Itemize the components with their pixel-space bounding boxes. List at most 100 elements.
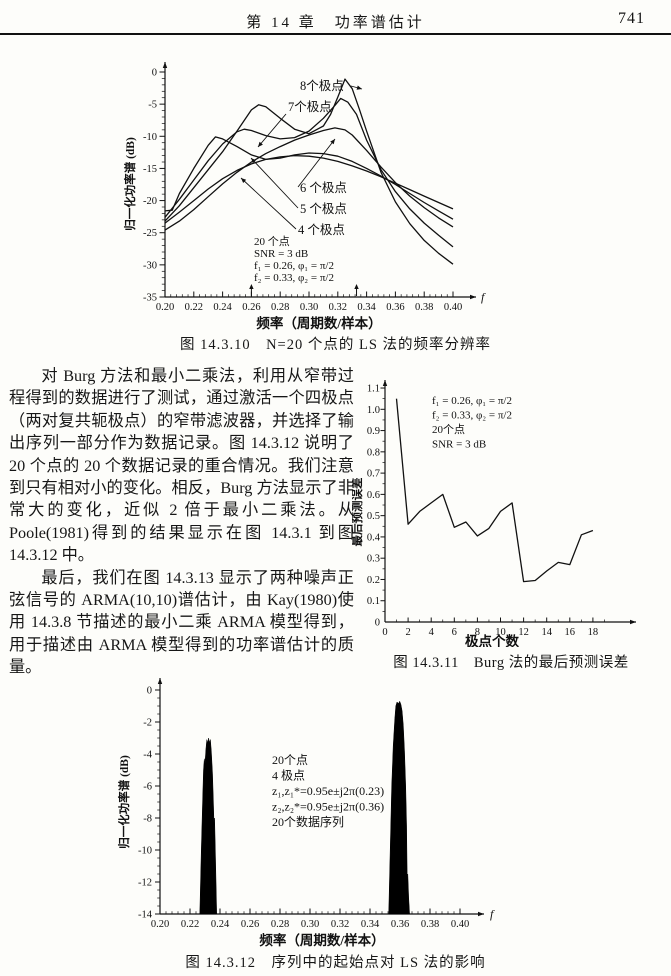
y-tick-label: 0 — [147, 686, 152, 697]
curve-label: 7个极点 — [288, 100, 332, 114]
x-tick-label: 0.26 — [241, 919, 259, 930]
chapter-header: 第 14 章 功率谱估计 — [246, 15, 425, 31]
curve-label: 5 个极点 — [300, 202, 347, 216]
label-leader-line — [257, 113, 287, 148]
chart-annotation: 4 极点 — [272, 769, 305, 783]
chart-annotation: f₁ = 0.26, φ₁ = π/2 — [254, 260, 334, 272]
x-tick-label: 0.30 — [301, 919, 319, 930]
y-tick-label: 0.9 — [367, 426, 380, 437]
label-leader-line — [250, 157, 299, 209]
arrowhead — [356, 85, 362, 90]
curve-label: 4 个极点 — [298, 223, 345, 237]
x-tick-label: 0.30 — [300, 302, 318, 313]
chart-annotation: f₂ = 0.33, φ₂ = π/2 — [254, 272, 334, 284]
arrowhead — [478, 911, 484, 917]
x-tick-label: 0.32 — [329, 302, 347, 313]
arrowhead — [251, 158, 257, 164]
y-tick-label: -8 — [143, 814, 152, 825]
y-axis-label: 归一化功率谱 (dB) — [123, 137, 137, 231]
figure-caption-14-3-10: 图 14.3.10 N=20 个点的 LS 法的频率分辨率 — [179, 337, 492, 353]
x-tick-label: 16 — [565, 627, 576, 638]
y-axis-label: 最后预测误差 — [352, 477, 364, 546]
y-tick-label: -5 — [148, 100, 157, 111]
y-tick-label: 1.1 — [367, 384, 380, 395]
x-tick-label: 2 — [405, 627, 410, 638]
y-tick-label: -20 — [143, 196, 157, 207]
x-tick-label: 0.22 — [181, 919, 199, 930]
x-tick-label: 0.40 — [451, 919, 469, 930]
label-leader-line — [297, 138, 336, 188]
spectral-peak — [199, 737, 217, 915]
x-tick-label: 0.28 — [271, 919, 289, 930]
arrowhead — [249, 284, 254, 289]
y-tick-label: -6 — [143, 782, 152, 793]
y-tick-label: 0.6 — [367, 490, 380, 501]
figure-caption-14-3-12: 图 14.3.12 序列中的起始点对 LS 法的影响 — [185, 955, 486, 971]
y-tick-label: 0 — [375, 618, 380, 629]
y-tick-label: 0.7 — [367, 469, 380, 480]
arrowhead — [470, 294, 476, 300]
curve-label: 8个极点 — [300, 79, 344, 93]
page-number: 741 — [618, 10, 645, 27]
y-tick-label: 1.0 — [367, 405, 380, 416]
x-tick-label: 4 — [429, 627, 435, 638]
paragraph: 最后，我们在图 14.3.13 显示了两种噪声正弦信号的 ARMA(10,10)… — [9, 568, 354, 677]
chart-annotation: 20个点 — [272, 753, 308, 767]
arrowhead — [241, 178, 247, 184]
chart-annotation: f₁ = 0.26, φ₁ = π/2 — [432, 395, 512, 407]
arrowhead — [354, 284, 359, 289]
y-tick-label: 0.2 — [367, 575, 380, 586]
y-tick-label: -10 — [138, 846, 152, 857]
x-tick-label: 12 — [518, 627, 529, 638]
y-tick-label: 0.3 — [367, 554, 380, 565]
arrowhead — [157, 678, 163, 684]
x-tick-label: 10 — [495, 627, 506, 638]
y-tick-label: -10 — [143, 132, 157, 143]
x-axis-label: 频率（周期数/样本） — [259, 932, 384, 948]
y-tick-label: 0.8 — [367, 447, 380, 458]
spectrum-curve — [164, 127, 454, 231]
x-tick-label: 0.22 — [185, 302, 203, 313]
y-tick-label: -12 — [138, 878, 152, 889]
y-tick-label: -35 — [143, 292, 157, 303]
chart-annotation: z₁,z₁*=0.95e±j2π(0.23) — [272, 784, 384, 798]
y-tick-label: 0 — [152, 68, 157, 79]
header-rule — [0, 33, 671, 35]
chart-annotation: 20 个点 — [254, 235, 290, 248]
curve-label: 6 个极点 — [300, 181, 347, 195]
arrowhead — [330, 139, 335, 145]
x-tick-label: 0.36 — [386, 302, 404, 313]
chart-annotation: f₂ = 0.33, φ₂ = π/2 — [432, 410, 512, 422]
x-tick-label: 0.40 — [444, 302, 462, 313]
y-tick-label: -25 — [143, 228, 157, 239]
burg-fpe-chart: 0 2 4 6 8 10 12 14 16 18 0 0.1 0.2 0.3 0.4 0.5 0.6 0.7 0.8… — [352, 380, 636, 647]
label-leader-line — [240, 177, 297, 230]
x-tick-label: 0.28 — [271, 302, 289, 313]
x-tick-label: 0.34 — [357, 302, 376, 313]
chart-annotation: 20个数据序列 — [272, 814, 344, 829]
x-tick-label: 6 — [452, 627, 457, 638]
chart-annotation: SNR = 3 dB — [254, 248, 308, 260]
x-tick-label: 0.32 — [331, 919, 349, 930]
spectrum-curve — [164, 78, 454, 265]
x-axis-label: 极点个数 — [465, 633, 519, 647]
arrowhead — [382, 380, 388, 386]
x-tick-label: 0.24 — [213, 302, 232, 313]
y-tick-label: -2 — [143, 718, 152, 729]
figure-caption-14-3-11: 图 14.3.11 Burg 法的最后预测误差 — [393, 655, 629, 671]
y-tick-label: -4 — [143, 750, 152, 761]
body-text-column: 对 Burg 方法和最小二乘法，利用从窄带过程得到的数据进行了测试，通过激活一个… — [9, 365, 354, 679]
y-tick-label: 0.4 — [367, 532, 381, 543]
ls-start-point-chart: 0.20 0.22 0.24 0.26 0.28 0.30 0.32 0.34 0.36 0.38… — [117, 678, 495, 948]
x-tick-label: 14 — [541, 627, 552, 638]
x-tick-label: 0.20 — [151, 919, 169, 930]
x-axis-end-label: f — [490, 907, 495, 921]
arrowhead — [162, 62, 168, 68]
x-tick-label: 0.34 — [361, 919, 380, 930]
x-tick-label: 0.38 — [421, 919, 439, 930]
spectral-peak — [388, 700, 410, 915]
x-tick-label: 0.20 — [156, 302, 174, 313]
arrowhead — [258, 141, 263, 147]
spectrum-curve — [164, 154, 454, 224]
